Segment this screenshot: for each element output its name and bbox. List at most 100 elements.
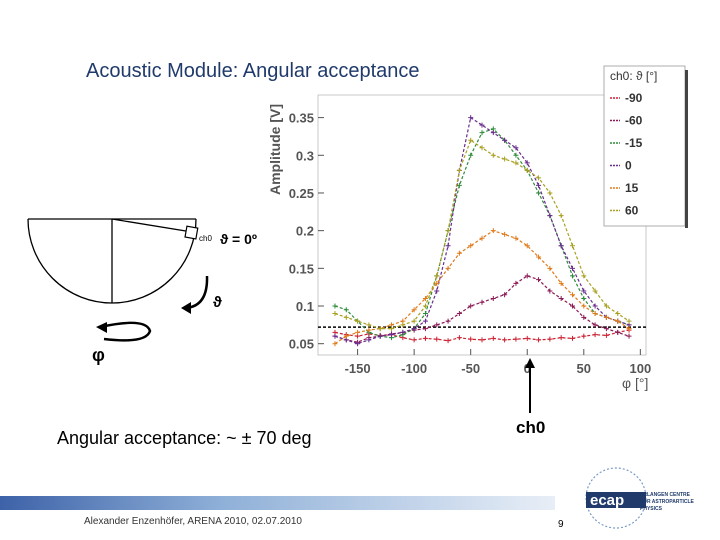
data-point bbox=[355, 318, 361, 324]
data-point bbox=[547, 190, 553, 196]
data-point bbox=[332, 303, 338, 309]
data-point bbox=[411, 337, 417, 343]
module-diagram: ch0 ϑ = 0º ϑ bbox=[27, 218, 257, 342]
series-line bbox=[334, 329, 630, 342]
ch0-arrow-head bbox=[525, 358, 535, 368]
data-point bbox=[592, 288, 598, 294]
data-point bbox=[355, 329, 361, 335]
data-point bbox=[536, 337, 542, 343]
data-point bbox=[422, 326, 428, 332]
data-point bbox=[581, 273, 587, 279]
data-point bbox=[422, 311, 428, 317]
data-point bbox=[502, 231, 508, 237]
x-tick-label: 0 bbox=[524, 361, 531, 376]
data-point bbox=[456, 250, 462, 256]
data-point bbox=[434, 336, 440, 342]
data-point bbox=[366, 327, 372, 333]
data-point bbox=[479, 235, 485, 241]
data-point bbox=[422, 318, 428, 324]
y-tick-label: 0.15 bbox=[289, 261, 314, 276]
data-point bbox=[615, 329, 621, 335]
chart-series bbox=[332, 115, 632, 347]
logo-line-1: ERLANGEN CENTRE bbox=[640, 492, 691, 498]
data-point bbox=[513, 145, 519, 151]
data-point bbox=[479, 337, 485, 343]
data-point bbox=[422, 303, 428, 309]
legend: ch0: ϑ [°] -90 -60 -15 0 15 60 bbox=[603, 65, 688, 228]
data-point bbox=[400, 329, 406, 335]
data-point bbox=[581, 314, 587, 320]
data-point bbox=[581, 288, 587, 294]
data-point bbox=[456, 335, 462, 341]
ecap-logo: ecap bbox=[585, 467, 647, 529]
data-point bbox=[479, 145, 485, 151]
series-line bbox=[334, 116, 630, 345]
data-point bbox=[332, 311, 338, 317]
data-point bbox=[490, 152, 496, 158]
data-point bbox=[468, 336, 474, 342]
data-point bbox=[366, 322, 372, 328]
data-point bbox=[524, 335, 530, 341]
data-point bbox=[502, 137, 508, 143]
y-tick-label: 0.3 bbox=[296, 148, 314, 163]
data-point bbox=[547, 213, 553, 219]
data-point bbox=[569, 303, 575, 309]
data-point bbox=[524, 160, 530, 166]
legend-entry: 15 bbox=[625, 181, 639, 195]
data-point bbox=[592, 303, 598, 309]
footer-text: Alexander Enzenhöfer, ARENA 2010, 02.07.… bbox=[84, 516, 302, 527]
data-point bbox=[411, 307, 417, 313]
data-point bbox=[615, 311, 621, 317]
data-point bbox=[626, 318, 632, 324]
data-point bbox=[468, 115, 474, 121]
data-point bbox=[468, 137, 474, 143]
data-point bbox=[490, 130, 496, 136]
data-point bbox=[603, 326, 609, 332]
theta-arrow-head bbox=[181, 302, 191, 314]
data-point bbox=[524, 243, 530, 249]
page-number: 9 bbox=[558, 519, 564, 530]
acceptance-caption: Angular acceptance: ~ ± 70 deg bbox=[57, 428, 312, 448]
data-point bbox=[445, 318, 451, 324]
data-point bbox=[536, 277, 542, 283]
data-point bbox=[536, 190, 542, 196]
data-point bbox=[434, 280, 440, 286]
data-point bbox=[592, 322, 598, 328]
data-point bbox=[434, 273, 440, 279]
data-point bbox=[569, 335, 575, 341]
ch0-label: ch0 bbox=[516, 418, 546, 437]
data-point bbox=[603, 303, 609, 309]
theta-zero-label: ϑ = 0º bbox=[220, 231, 257, 247]
data-point bbox=[445, 265, 451, 271]
legend-entry: 0 bbox=[625, 159, 632, 173]
data-point bbox=[389, 332, 395, 338]
data-point bbox=[434, 288, 440, 294]
slide-title: Acoustic Module: Angular acceptance bbox=[86, 60, 420, 82]
legend-shadow bbox=[685, 70, 688, 228]
data-point bbox=[603, 314, 609, 320]
y-tick-label: 0.35 bbox=[289, 111, 314, 126]
data-point bbox=[536, 175, 542, 181]
data-point bbox=[343, 307, 349, 313]
data-point bbox=[524, 273, 530, 279]
data-point bbox=[513, 235, 519, 241]
legend-items: -90 -60 -15 0 15 60 bbox=[610, 91, 643, 218]
data-point bbox=[581, 333, 587, 339]
data-point bbox=[547, 336, 553, 342]
data-point bbox=[332, 341, 338, 347]
data-point bbox=[434, 322, 440, 328]
legend-entry: -90 bbox=[625, 91, 643, 105]
x-tick-label: -150 bbox=[345, 361, 371, 376]
data-point bbox=[592, 332, 598, 338]
data-point bbox=[536, 254, 542, 260]
data-point bbox=[569, 273, 575, 279]
data-point bbox=[355, 341, 361, 347]
data-point bbox=[558, 243, 564, 249]
data-point bbox=[332, 333, 338, 339]
data-point bbox=[615, 318, 621, 324]
logo-line-3: PHYSICS bbox=[640, 506, 662, 512]
data-point bbox=[411, 326, 417, 332]
data-point bbox=[513, 152, 519, 158]
data-point bbox=[581, 295, 587, 301]
